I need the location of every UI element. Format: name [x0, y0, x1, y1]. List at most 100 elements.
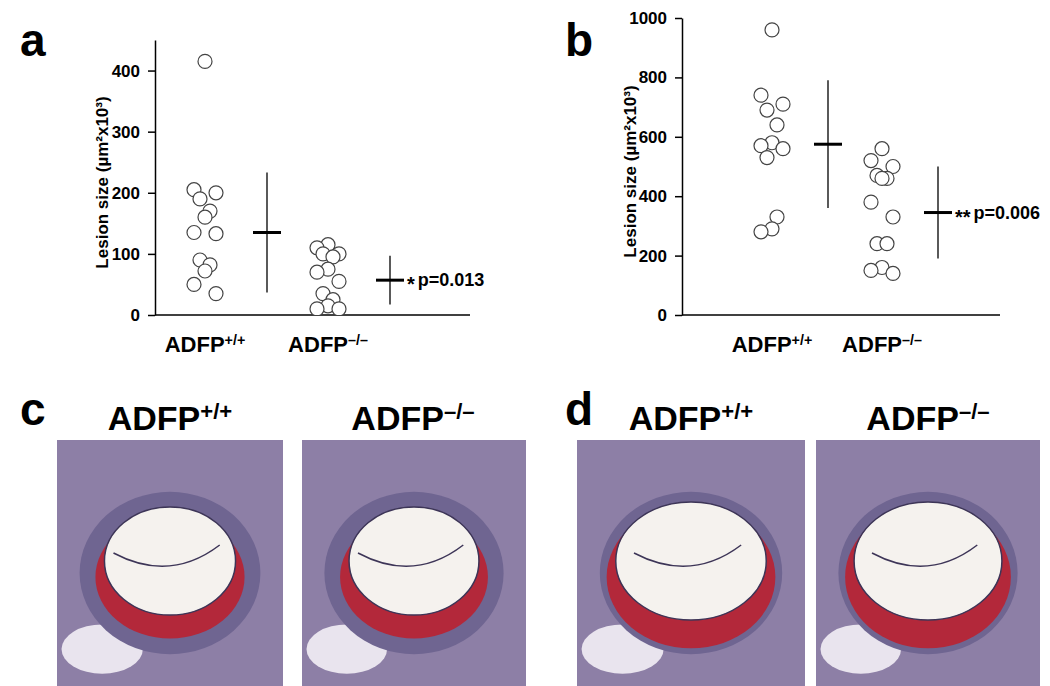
annotation: p=0.006 — [974, 203, 1041, 223]
y-tick-mark — [675, 77, 682, 79]
plot-marks — [754, 23, 952, 281]
mean-line — [376, 279, 404, 282]
label-base: ADFP — [629, 399, 722, 437]
mean-line — [924, 211, 952, 214]
y-tick: 100 — [112, 245, 155, 264]
y-tick-label: 400 — [112, 61, 140, 80]
y-tick-mark — [148, 193, 155, 195]
y-tick: 800 — [639, 68, 682, 87]
data-point — [864, 154, 878, 168]
data-point — [332, 302, 346, 315]
data-point — [187, 277, 201, 291]
panel-title: ADFP+/+ — [629, 399, 754, 437]
y-tick-label: 200 — [112, 184, 140, 203]
x-tick-label: ADFP+/+ — [165, 332, 246, 357]
y-tick: 200 — [639, 247, 682, 266]
annotation: ** — [955, 206, 971, 228]
data-point — [310, 302, 324, 315]
y-axis-title: Lesion size (µm²x10³) — [93, 96, 112, 268]
annotation: * — [407, 273, 415, 295]
data-point — [754, 88, 768, 102]
plot-marks — [187, 54, 404, 315]
x-tick-label: ADFP–/– — [842, 332, 922, 357]
label-base: ADFP — [732, 332, 792, 357]
lumen — [616, 502, 766, 620]
panel-title: ADFP–/– — [351, 399, 474, 437]
label-superscript: –/– — [959, 399, 990, 424]
label-base: ADFP — [288, 332, 348, 357]
chart-a: a0100200300400Lesion size (µm²x10³)ADFP+… — [20, 14, 484, 357]
label-base: ADFP — [866, 399, 959, 437]
y-tick-label: 200 — [639, 247, 667, 266]
lumen — [349, 507, 479, 615]
micrograph — [816, 440, 1040, 686]
figure: a0100200300400Lesion size (µm²x10³)ADFP+… — [0, 0, 1050, 686]
label-superscript: –/– — [444, 399, 475, 424]
y-tick-mark — [675, 196, 682, 198]
label-superscript: +/+ — [200, 399, 232, 424]
y-tick-label: 300 — [112, 123, 140, 142]
data-point — [760, 103, 774, 117]
data-point — [198, 54, 212, 68]
y-tick: 1000 — [629, 9, 682, 28]
data-point — [875, 142, 889, 156]
tissue — [57, 440, 283, 686]
y-tick-mark — [148, 70, 155, 72]
panel-letter: d — [565, 383, 593, 435]
y-tick: 0 — [658, 306, 682, 325]
data-point — [198, 264, 212, 278]
y-tick-label: 0 — [658, 306, 667, 325]
data-point — [209, 287, 223, 301]
label-base: ADFP — [108, 399, 201, 437]
y-tick: 200 — [112, 184, 155, 203]
tissue — [816, 440, 1040, 686]
vessel-wall — [600, 492, 782, 654]
y-tick: 300 — [112, 123, 155, 142]
data-point — [760, 151, 774, 165]
x-tick-label: ADFP+/+ — [732, 332, 813, 357]
mean-line — [253, 231, 281, 234]
data-point — [209, 186, 223, 200]
chart-b: b02004006008001000Lesion size (µm²x10³)A… — [565, 9, 1040, 357]
y-tick-label: 0 — [131, 306, 140, 325]
annotation: p=0.013 — [418, 270, 485, 290]
y-axis-title: Lesion size (µm²x10³) — [621, 85, 640, 257]
label-base: ADFP — [842, 332, 902, 357]
data-point — [880, 237, 894, 251]
label-superscript: +/+ — [792, 332, 813, 348]
y-tick-mark — [148, 254, 155, 256]
micrograph — [302, 440, 526, 686]
y-axis-line — [682, 19, 684, 316]
data-point — [864, 195, 878, 209]
data-point — [776, 97, 790, 111]
y-tick-mark — [675, 315, 682, 317]
vessel-wall — [838, 492, 1017, 654]
y-tick-mark — [148, 315, 155, 317]
data-point — [187, 226, 201, 240]
y-tick-mark — [675, 255, 682, 257]
data-point — [193, 192, 207, 206]
panel-c: cADFP+/+ADFP–/– — [20, 383, 526, 686]
label-superscript: +/+ — [225, 332, 246, 348]
lumen — [104, 507, 235, 615]
data-point — [754, 225, 768, 239]
y-tick-label: 1000 — [629, 9, 667, 28]
y-axis: 0 100 200 300 400 — [112, 41, 156, 325]
x-axis-line — [682, 314, 1000, 316]
panel-letter: a — [20, 14, 46, 66]
y-tick-mark — [675, 18, 682, 20]
data-point — [770, 118, 784, 132]
mean-line — [814, 143, 842, 146]
y-tick: 400 — [112, 61, 155, 80]
data-point — [765, 23, 779, 37]
data-point — [310, 265, 324, 279]
valve-leaflet — [114, 545, 220, 566]
panel-d: dADFP+/+ADFP–/– — [565, 383, 1040, 686]
tissue — [302, 440, 526, 686]
data-point — [886, 210, 900, 224]
valve-leaflet — [634, 545, 741, 566]
y-axis-line — [155, 41, 157, 316]
y-tick: 600 — [639, 128, 682, 147]
valve-leaflet — [358, 545, 463, 566]
vessel-wall — [324, 492, 503, 654]
